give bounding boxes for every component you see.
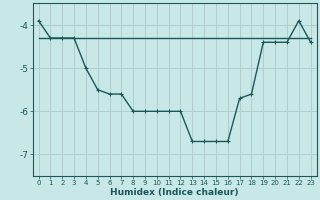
- X-axis label: Humidex (Indice chaleur): Humidex (Indice chaleur): [110, 188, 239, 197]
